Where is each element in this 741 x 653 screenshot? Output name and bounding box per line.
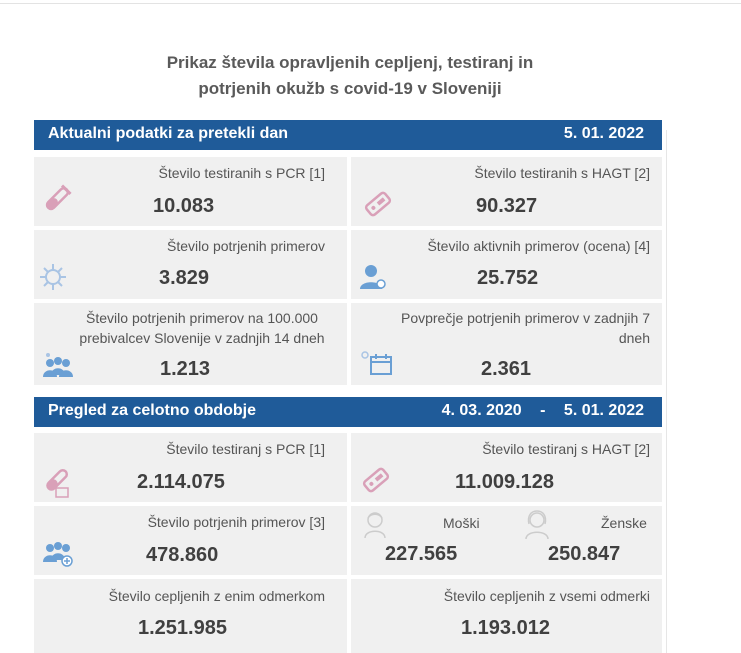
- card-confirmed-daily: Število potrjenih primerov 3.829: [34, 230, 347, 299]
- card-label: Število potrjenih primerov: [167, 238, 325, 254]
- title-line-1: Prikaz števila opravljenih cepljenj, tes…: [166, 53, 534, 72]
- card-label: Povprečje potrjenih primerov v zadnjih 7…: [360, 308, 650, 348]
- card-hagt-total: Število testiranj s HAGT [2] 11.009.128: [351, 433, 662, 502]
- card-label-line: dneh: [618, 330, 650, 346]
- card-label: Število potrjenih primerov na 100.000 pr…: [72, 308, 332, 348]
- virus-icon: [40, 264, 66, 290]
- section-title: Pregled za celotno obdobje: [48, 402, 257, 419]
- card-label: Število testiranj s PCR [1]: [166, 441, 325, 457]
- section-header-overall: Pregled za celotno obdobje 4. 03. 2020 -…: [34, 397, 662, 427]
- card-value: 2.114.075: [137, 471, 225, 493]
- card-label-line: prebivalcev Slovenije v zadnjih 14 dneh: [79, 330, 325, 346]
- card-value: 25.752: [477, 267, 539, 289]
- female-icon: [525, 510, 549, 540]
- card-label: Število cepljenih z enim odmerkom: [108, 588, 325, 604]
- section-date-range: 4. 03. 2020 - 5. 01. 2022: [442, 402, 644, 420]
- people-group-icon: [43, 353, 73, 377]
- female-label: Ženske: [601, 515, 647, 531]
- card-value: 11.009.128: [455, 471, 554, 493]
- section-date: 5. 01. 2022: [563, 125, 644, 142]
- title-line-2: potrjenih okužb s covid-19 v Sloveniji: [198, 79, 502, 98]
- card-value: 1.251.985: [138, 617, 227, 639]
- card-label: Število testiranih s HAGT [2]: [474, 165, 650, 181]
- card-pcr-total: Število testiranj s PCR [1] 2.114.075: [34, 433, 347, 502]
- card-value: 2.361: [481, 358, 532, 380]
- card-label: Število aktivnih primerov (ocena) [4]: [427, 238, 650, 254]
- card-label: Število cepljenih z vsemi odmerki: [443, 588, 650, 604]
- test-tube-icon: [46, 468, 69, 498]
- section-header-daily: Aktualni podatki za pretekli dan 5. 01. …: [34, 120, 662, 150]
- card-vacc-one: Število cepljenih z enim odmerkom 1.251.…: [34, 579, 347, 653]
- male-value: 227.565: [385, 543, 458, 565]
- card-pcr-daily: Število testiranih s PCR [1] 10.083: [34, 157, 347, 226]
- card-value: 478.860: [146, 544, 219, 566]
- card-label: Število testiranih s PCR [1]: [158, 165, 325, 181]
- rapid-test-icon: [362, 467, 390, 493]
- card-per100k: Število potrjenih primerov na 100.000 pr…: [34, 303, 347, 385]
- calendar-icon: [361, 351, 392, 375]
- card-value: 10.083: [153, 195, 215, 217]
- male-icon: [364, 512, 386, 539]
- female-value: 250.847: [548, 543, 621, 565]
- card-label-line: Število potrjenih primerov na 100.000: [86, 310, 318, 326]
- date-separator: -: [540, 402, 546, 419]
- card-hagt-daily: Število testiranih s HAGT [2] 90.327: [351, 157, 662, 226]
- people-group-icon: [43, 542, 73, 567]
- card-avg7: Povprečje potrjenih primerov v zadnjih 7…: [351, 303, 662, 385]
- card-confirmed-total: Število potrjenih primerov [3] 478.860: [34, 506, 347, 575]
- card-value: 1.193.012: [461, 617, 550, 639]
- right-divider: [666, 130, 667, 653]
- person-icon: [360, 265, 386, 289]
- card-label: Število potrjenih primerov [3]: [147, 514, 325, 530]
- card-value: 3.829: [159, 267, 210, 289]
- card-vacc-all: Število cepljenih z vsemi odmerki 1.193.…: [351, 579, 662, 653]
- section-title: Aktualni podatki za pretekli dan: [48, 125, 289, 142]
- date-from: 4. 03. 2020: [441, 402, 522, 419]
- card-value: 90.327: [476, 195, 538, 217]
- card-active-daily: Število aktivnih primerov (ocena) [4] 25…: [351, 230, 662, 299]
- page-title: Prikaz števila opravljenih cepljenj, tes…: [120, 50, 580, 102]
- card-value: 1.213: [160, 358, 211, 380]
- card-label-line: Povprečje potrjenih primerov v zadnjih 7: [400, 310, 650, 326]
- card-label: Število testiranj s HAGT [2]: [482, 441, 650, 457]
- test-tube-icon: [45, 184, 72, 211]
- rapid-test-icon: [364, 191, 392, 217]
- male-label: Moški: [443, 515, 480, 531]
- card-gender: Moški 227.565 Ženske 250.847: [351, 506, 662, 575]
- top-divider: [0, 3, 741, 4]
- date-to: 5. 01. 2022: [563, 402, 644, 419]
